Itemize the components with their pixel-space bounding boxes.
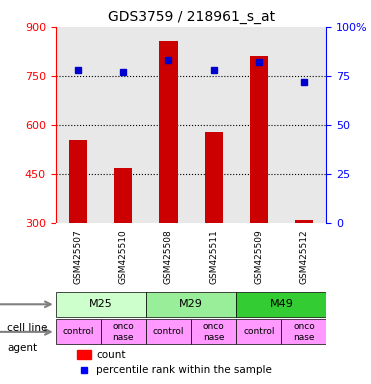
Text: GSM425508: GSM425508 xyxy=(164,229,173,284)
Text: onco
nase: onco nase xyxy=(203,322,224,342)
FancyBboxPatch shape xyxy=(56,292,146,317)
FancyBboxPatch shape xyxy=(191,319,236,344)
Title: GDS3759 / 218961_s_at: GDS3759 / 218961_s_at xyxy=(108,10,275,25)
FancyBboxPatch shape xyxy=(56,319,101,344)
FancyBboxPatch shape xyxy=(281,319,326,344)
Text: onco
nase: onco nase xyxy=(112,322,134,342)
Text: GSM425509: GSM425509 xyxy=(254,229,263,284)
Text: GSM425511: GSM425511 xyxy=(209,229,218,284)
FancyBboxPatch shape xyxy=(146,319,191,344)
Text: M25: M25 xyxy=(89,299,113,309)
Bar xyxy=(295,220,313,223)
Text: control: control xyxy=(153,328,184,336)
Bar xyxy=(250,56,268,223)
FancyBboxPatch shape xyxy=(236,319,281,344)
Bar xyxy=(77,350,91,359)
Text: control: control xyxy=(243,328,275,336)
FancyBboxPatch shape xyxy=(101,319,146,344)
Bar xyxy=(69,140,87,223)
Text: M29: M29 xyxy=(179,299,203,309)
FancyBboxPatch shape xyxy=(146,292,236,317)
Bar xyxy=(114,168,132,223)
Text: control: control xyxy=(62,328,94,336)
Text: GSM425510: GSM425510 xyxy=(119,229,128,284)
Text: GSM425512: GSM425512 xyxy=(299,230,308,284)
Text: cell line: cell line xyxy=(7,323,48,333)
Text: GSM425507: GSM425507 xyxy=(74,229,83,284)
Text: percentile rank within the sample: percentile rank within the sample xyxy=(96,365,272,375)
Text: M49: M49 xyxy=(269,299,293,309)
FancyBboxPatch shape xyxy=(236,292,326,317)
Bar xyxy=(160,41,178,223)
Text: onco
nase: onco nase xyxy=(293,322,315,342)
Text: agent: agent xyxy=(7,343,37,353)
Text: count: count xyxy=(96,350,126,360)
Bar xyxy=(205,131,223,223)
